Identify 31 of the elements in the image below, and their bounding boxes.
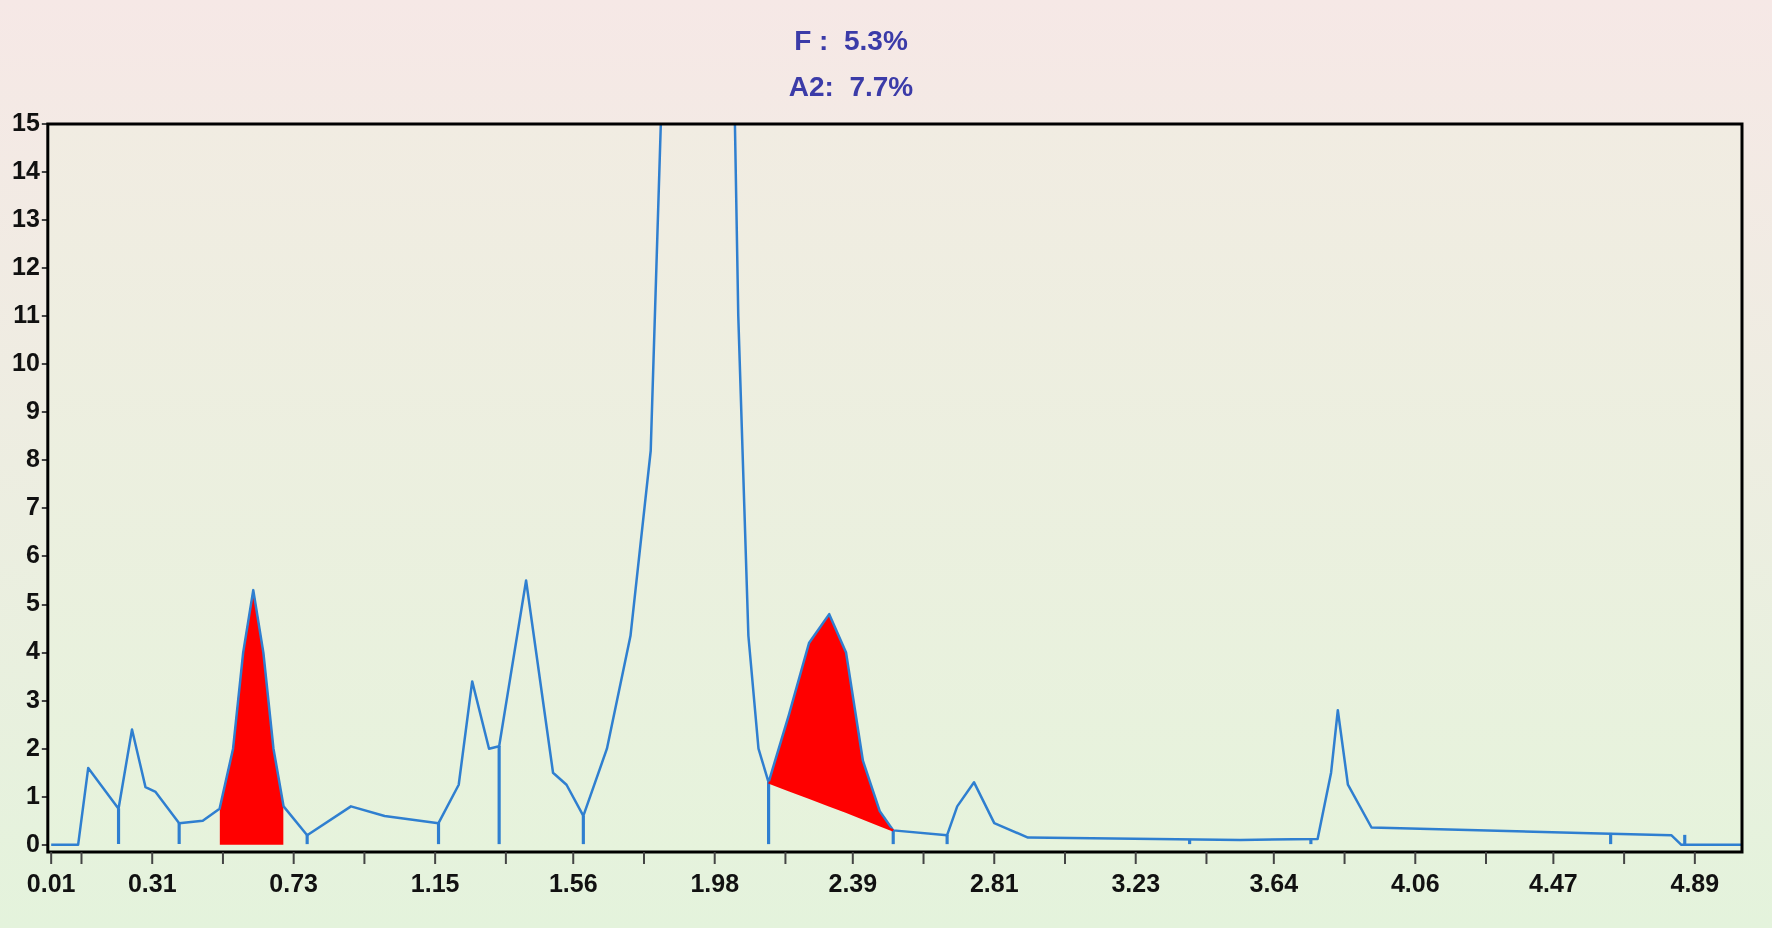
x-tick-label: 4.47 <box>1529 868 1578 897</box>
y-tick-label: 9 <box>25 396 40 425</box>
text: A2: 7.7% <box>788 70 914 102</box>
y-tick-label: 1 <box>25 780 40 809</box>
y-tick-label: 7 <box>25 492 40 521</box>
x-tick-label: 2.39 <box>828 868 878 897</box>
x-tick-label: 3.64 <box>1249 868 1299 897</box>
y-tick-label: 0 <box>25 828 40 857</box>
y-tick-label: 6 <box>25 540 40 569</box>
x-tick-label: 4.06 <box>1390 868 1440 897</box>
y-tick-label: 5 <box>25 588 40 617</box>
x-tick-label: 1.15 <box>410 868 460 897</box>
text: F : 5.3% <box>794 24 908 56</box>
y-tick-label: 3 <box>25 684 40 713</box>
y-tick-label: 2 <box>25 732 40 761</box>
y-tick-label: 10 <box>12 348 40 377</box>
x-tick-label: 1.98 <box>690 868 740 897</box>
y-tick-label: 12 <box>12 252 40 281</box>
y-tick-label: 4 <box>25 636 40 665</box>
y-tick-label: 13 <box>12 204 40 232</box>
y-tick-label: 15 <box>12 107 40 136</box>
x-tick-label: 4.89 <box>1670 868 1720 897</box>
y-tick-label: 11 <box>13 300 40 329</box>
x-tick-label: 2.81 <box>969 868 1019 897</box>
x-tick-label: 0.31 <box>127 868 177 897</box>
x-tick-label: 0.01 <box>26 868 76 897</box>
x-tick-label: 3.23 <box>1111 868 1161 897</box>
y-tick-label: 8 <box>25 444 40 473</box>
y-tick-label: 14 <box>12 155 40 184</box>
x-tick-label: 1.56 <box>548 868 598 897</box>
x-tick-label: 0.73 <box>269 868 319 897</box>
